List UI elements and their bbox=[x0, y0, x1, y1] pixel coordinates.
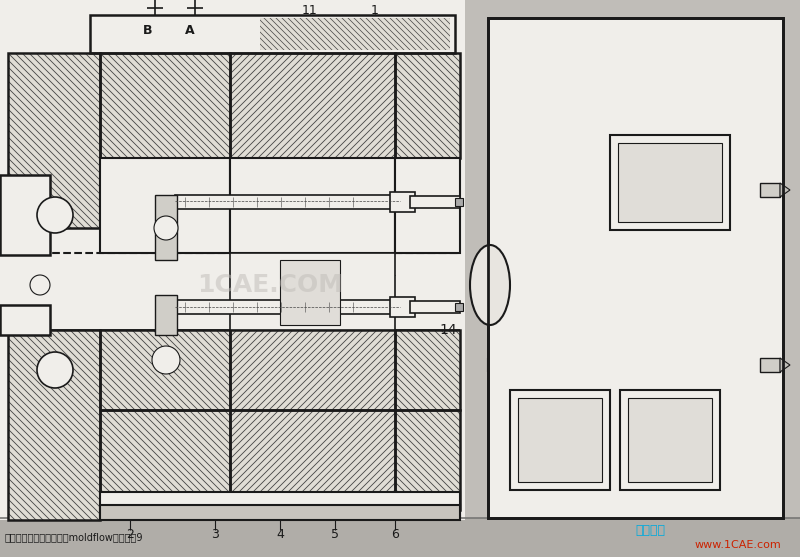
Bar bbox=[100, 330, 230, 410]
Bar bbox=[2, 177, 47, 253]
Bar bbox=[455, 198, 463, 206]
Bar bbox=[2, 307, 47, 333]
Text: A: A bbox=[185, 23, 195, 37]
Bar bbox=[8, 330, 100, 520]
Bar bbox=[760, 358, 780, 372]
Bar bbox=[100, 53, 230, 158]
Circle shape bbox=[154, 216, 178, 240]
Bar bbox=[2, 307, 47, 333]
Bar bbox=[175, 195, 400, 209]
Bar bbox=[390, 192, 415, 212]
Bar bbox=[395, 53, 460, 158]
Text: 4: 4 bbox=[276, 529, 284, 541]
Bar bbox=[260, 18, 450, 50]
Text: 11: 11 bbox=[302, 3, 318, 17]
Text: 1CAE.COM: 1CAE.COM bbox=[197, 273, 343, 297]
Bar bbox=[395, 330, 460, 410]
Bar bbox=[0, 305, 50, 335]
Bar bbox=[488, 18, 783, 518]
Bar bbox=[8, 53, 100, 228]
Text: 14: 14 bbox=[439, 323, 457, 337]
Bar bbox=[395, 330, 460, 410]
Bar bbox=[395, 410, 460, 510]
Bar bbox=[8, 53, 100, 228]
Bar bbox=[760, 183, 780, 197]
Bar bbox=[100, 505, 460, 520]
Bar bbox=[2, 177, 47, 253]
Text: 5: 5 bbox=[331, 529, 339, 541]
Bar bbox=[100, 330, 230, 410]
Bar bbox=[390, 297, 415, 317]
Circle shape bbox=[37, 352, 73, 388]
Bar bbox=[395, 330, 460, 410]
Bar bbox=[0, 175, 50, 255]
Text: www.1CAE.com: www.1CAE.com bbox=[695, 540, 782, 550]
Bar bbox=[100, 53, 230, 158]
Bar bbox=[100, 330, 230, 410]
Text: 6: 6 bbox=[391, 529, 399, 541]
Bar bbox=[230, 53, 395, 158]
Bar bbox=[90, 15, 455, 53]
Circle shape bbox=[30, 275, 50, 295]
Bar bbox=[628, 398, 712, 482]
Bar bbox=[410, 301, 460, 313]
Bar bbox=[8, 330, 100, 520]
Text: 叠层注射模具设计与应用moldflow结果图用9: 叠层注射模具设计与应用moldflow结果图用9 bbox=[5, 532, 143, 542]
Bar bbox=[280, 260, 340, 325]
Bar bbox=[230, 410, 395, 510]
Bar bbox=[8, 330, 100, 520]
Polygon shape bbox=[780, 183, 790, 197]
Polygon shape bbox=[780, 358, 790, 372]
Bar bbox=[100, 492, 460, 517]
Bar bbox=[175, 300, 400, 314]
Bar bbox=[100, 53, 230, 158]
Bar bbox=[395, 53, 460, 158]
Circle shape bbox=[152, 346, 180, 374]
Bar bbox=[618, 143, 722, 222]
Bar bbox=[230, 330, 395, 410]
Bar bbox=[395, 158, 460, 253]
Bar bbox=[0, 518, 800, 557]
Bar bbox=[610, 135, 730, 230]
Bar bbox=[230, 410, 395, 510]
Bar bbox=[102, 494, 458, 515]
Bar bbox=[518, 398, 602, 482]
Bar bbox=[155, 295, 177, 335]
Bar bbox=[155, 195, 177, 260]
Bar bbox=[230, 410, 395, 510]
Circle shape bbox=[37, 197, 73, 233]
Bar bbox=[8, 53, 100, 228]
Bar bbox=[230, 330, 395, 410]
Bar bbox=[100, 410, 230, 510]
Text: B: B bbox=[143, 23, 153, 37]
Bar bbox=[260, 18, 450, 50]
Bar bbox=[100, 410, 230, 510]
Bar bbox=[510, 390, 610, 490]
Bar bbox=[0, 0, 465, 520]
Bar bbox=[100, 410, 230, 510]
Text: 3: 3 bbox=[211, 529, 219, 541]
Bar bbox=[395, 410, 460, 510]
Bar bbox=[395, 53, 460, 158]
Bar bbox=[395, 410, 460, 510]
Bar bbox=[230, 253, 395, 330]
Bar bbox=[230, 330, 395, 410]
Ellipse shape bbox=[470, 245, 510, 325]
Bar bbox=[230, 53, 395, 158]
Bar bbox=[230, 53, 395, 158]
Text: 1: 1 bbox=[371, 3, 379, 17]
Bar bbox=[102, 494, 458, 515]
Bar bbox=[455, 303, 463, 311]
Text: 仿真在线: 仿真在线 bbox=[635, 524, 665, 536]
Bar bbox=[230, 158, 395, 253]
Bar bbox=[410, 196, 460, 208]
Bar bbox=[488, 18, 783, 518]
Bar bbox=[620, 390, 720, 490]
Text: 2: 2 bbox=[126, 529, 134, 541]
Bar bbox=[100, 158, 230, 253]
